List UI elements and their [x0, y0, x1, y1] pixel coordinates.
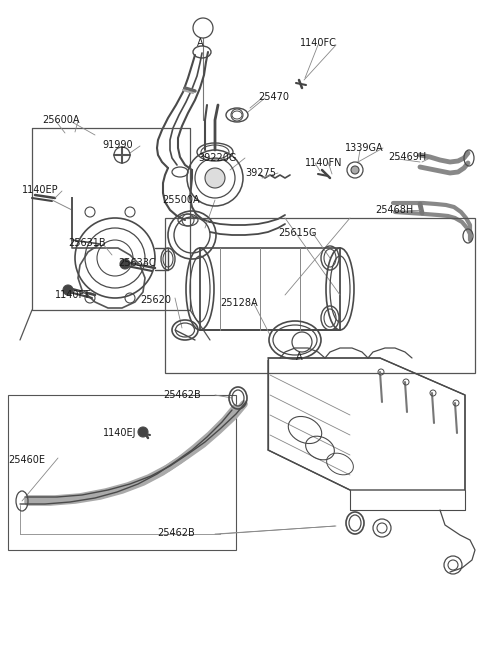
Text: 39275: 39275 — [245, 168, 276, 178]
Text: 39220G: 39220G — [198, 153, 236, 163]
Text: A: A — [197, 38, 204, 48]
Text: 25469H: 25469H — [388, 152, 426, 162]
Text: 25631B: 25631B — [68, 238, 106, 248]
Text: 25620: 25620 — [140, 295, 171, 305]
Text: 1140FC: 1140FC — [300, 38, 337, 48]
Bar — [165, 218, 475, 373]
Text: 91990: 91990 — [102, 140, 132, 150]
Text: 25633C: 25633C — [118, 258, 156, 268]
Text: 25462B: 25462B — [157, 528, 195, 538]
Text: A: A — [296, 352, 302, 362]
Text: 25615G: 25615G — [278, 228, 316, 238]
Circle shape — [138, 427, 148, 437]
Circle shape — [205, 168, 225, 188]
Text: 25500A: 25500A — [162, 195, 200, 205]
Text: 25468H: 25468H — [375, 205, 413, 215]
Text: 25128A: 25128A — [220, 298, 258, 308]
Text: 25600A: 25600A — [42, 115, 80, 125]
Bar — [8, 395, 236, 550]
Text: 1140FN: 1140FN — [305, 158, 343, 168]
Text: 25470: 25470 — [258, 92, 289, 102]
Circle shape — [351, 166, 359, 174]
Text: 1339GA: 1339GA — [345, 143, 384, 153]
Circle shape — [63, 285, 73, 295]
Text: 1140EP: 1140EP — [22, 185, 59, 195]
Text: 25460E: 25460E — [8, 455, 45, 465]
Text: 25462B: 25462B — [163, 390, 201, 400]
Circle shape — [120, 259, 130, 269]
Text: 1140EJ: 1140EJ — [103, 428, 136, 438]
Text: 1140FT: 1140FT — [55, 290, 91, 300]
